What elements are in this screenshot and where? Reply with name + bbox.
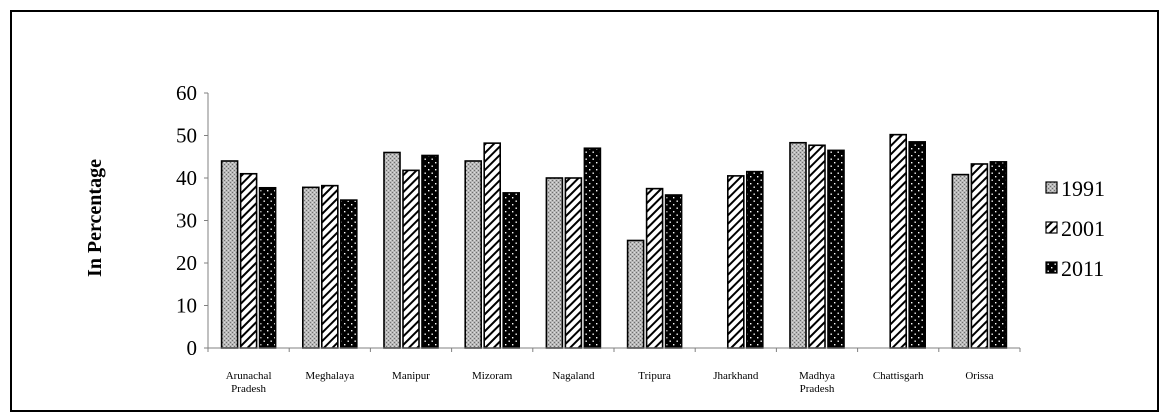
x-tick-label-line: Orissa	[965, 370, 993, 382]
bar-2011-5	[664, 194, 683, 349]
x-tick-label: Tripura	[638, 370, 671, 382]
y-tick-label: 20	[176, 251, 197, 275]
x-tick-label: Madhya Pradesh	[799, 370, 835, 395]
x-tick-label-line: Chattisgarh	[873, 370, 924, 382]
x-tick-label-line: Arunachal	[226, 370, 272, 382]
x-tick-label-line: Nagaland	[552, 370, 595, 382]
y-axis-title-group: In Percentage	[84, 159, 106, 277]
x-tick-label-line: Pradesh	[231, 383, 266, 395]
x-tick-label: Jharkhand	[713, 370, 759, 382]
bar-2001-6	[726, 175, 745, 349]
x-tick-label-line: Pradesh	[800, 383, 835, 395]
x-tick-label: Orissa	[965, 370, 993, 382]
legend-swatch-1991	[1045, 181, 1058, 194]
x-tick-label-line: Mizoram	[472, 370, 513, 382]
y-axis-title: In Percentage	[84, 159, 106, 277]
bar-1991-0	[220, 160, 239, 349]
bar-2001-7	[808, 144, 826, 349]
x-tick-label: Chattisgarh	[873, 370, 924, 382]
bar-1991-4	[545, 177, 564, 349]
bar-2011-4	[583, 147, 602, 349]
x-tick-label: Arunachal Pradesh	[226, 370, 272, 395]
x-tick-label-line: Manipur	[392, 370, 430, 382]
legend: 1991 2001 2011	[1045, 176, 1105, 281]
bar-2001-3	[483, 142, 502, 349]
bar-1991-5	[626, 239, 645, 349]
y-tick-label: 10	[176, 294, 197, 318]
bar-2001-0	[239, 172, 258, 349]
bar-2001-9	[970, 163, 989, 349]
bar-2001-1	[320, 184, 339, 349]
y-tick-label: 60	[176, 81, 197, 105]
x-tick-label-line: Meghalaya	[305, 370, 354, 382]
legend-label-2011: 2011	[1061, 256, 1104, 281]
legend-label-1991: 1991	[1061, 176, 1105, 201]
bar-1991-7	[789, 141, 807, 349]
bar-2001-4	[564, 177, 583, 349]
bar-2011-3	[502, 192, 521, 349]
x-tick-label-line: Madhya	[799, 370, 835, 382]
y-tick-label: 40	[176, 166, 197, 190]
bar-2011-9	[989, 161, 1008, 349]
bar-1991-3	[464, 160, 483, 349]
bar-2001-8	[889, 133, 908, 349]
bar-2001-2	[402, 169, 420, 349]
axes	[207, 93, 1021, 352]
bar-2011-8	[908, 141, 927, 349]
bars	[220, 133, 1008, 349]
x-tick-label-line: Jharkhand	[713, 370, 759, 382]
bar-2011-1	[339, 199, 358, 349]
bar-2001-5	[645, 187, 664, 349]
x-tick-label: Manipur	[392, 370, 430, 382]
bar-2011-6	[745, 170, 764, 349]
bar-1991-1	[301, 186, 320, 349]
y-tick-label: 30	[176, 209, 197, 233]
legend-swatch-2001	[1045, 221, 1058, 234]
bar-2011-2	[421, 154, 439, 349]
y-tick-label: 50	[176, 124, 197, 148]
bar-2011-0	[258, 186, 277, 349]
y-axis-ticks: 0 10 20 30 40 50 60	[176, 81, 208, 360]
bar-2011-7	[827, 149, 845, 349]
y-tick-label: 0	[187, 336, 198, 360]
legend-swatch-2011	[1045, 261, 1058, 274]
x-tick-label: Nagaland	[552, 370, 595, 382]
bar-1991-2	[383, 151, 401, 349]
x-tick-label: Meghalaya	[305, 370, 354, 382]
legend-label-2001: 2001	[1061, 216, 1105, 241]
bar-1991-9	[951, 173, 970, 349]
x-tick-label-line: Tripura	[638, 370, 671, 382]
x-tick-label: Mizoram	[472, 370, 513, 382]
